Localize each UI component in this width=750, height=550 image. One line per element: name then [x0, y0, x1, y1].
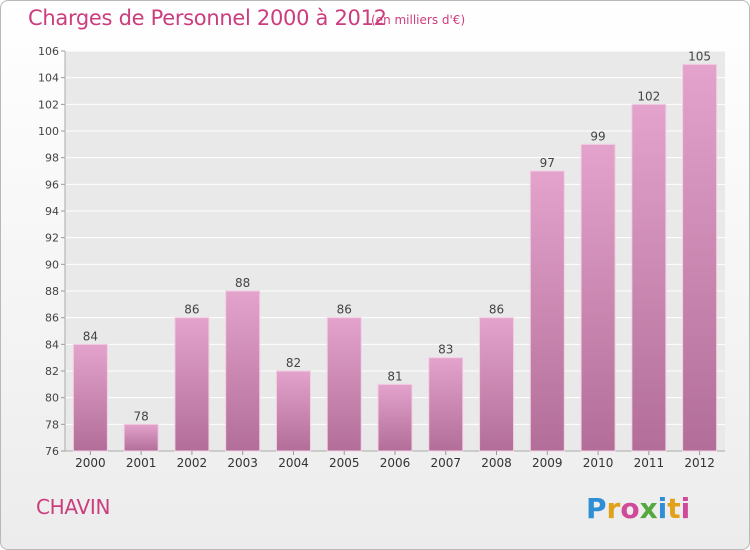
x-tick-label: 2007	[430, 456, 461, 470]
bar-value-label: 105	[688, 49, 711, 63]
bar-value-label: 97	[540, 156, 555, 170]
y-tick-label: 106	[38, 45, 59, 58]
logo-letter: i	[658, 492, 668, 525]
y-tick-label: 104	[38, 72, 59, 85]
logo-text: Proxiti	[586, 492, 690, 525]
bar	[225, 290, 261, 452]
bar	[631, 103, 667, 452]
chart-subtitle: (en milliers d'€)	[371, 13, 466, 27]
bar-value-label: 84	[83, 329, 98, 343]
logo-letter: x	[640, 492, 658, 525]
x-tick-label: 2012	[684, 456, 715, 470]
y-tick-label: 86	[45, 312, 59, 325]
bar	[479, 317, 515, 452]
bar-value-label: 78	[134, 409, 149, 423]
x-tick-label: 2005	[329, 456, 360, 470]
x-tick-label: 2000	[75, 456, 106, 470]
proxiti-logo: Proxiti	[586, 492, 690, 525]
x-tick-label: 2011	[634, 456, 665, 470]
bar-value-label: 82	[286, 356, 301, 370]
bar	[428, 357, 464, 452]
bar	[580, 143, 616, 452]
bar	[174, 317, 210, 452]
y-tick-label: 90	[45, 258, 59, 271]
bar	[72, 343, 108, 452]
logo-letter: o	[620, 492, 639, 525]
bar-value-label: 102	[637, 89, 660, 103]
bar	[326, 317, 362, 452]
x-tick-label: 2009	[532, 456, 563, 470]
y-tick-label: 102	[38, 98, 59, 111]
y-tick-label: 96	[45, 178, 59, 191]
y-tick-label: 80	[45, 392, 59, 405]
x-tick-label: 2006	[380, 456, 411, 470]
bar	[123, 423, 159, 452]
x-tick-label: 2010	[583, 456, 614, 470]
bar-value-label: 88	[235, 276, 250, 290]
logo-letter: P	[586, 492, 607, 525]
bar-value-label: 86	[489, 303, 504, 317]
y-tick-label: 78	[45, 418, 59, 431]
logo-letter: i	[681, 492, 691, 525]
x-tick-label: 2003	[227, 456, 258, 470]
commune-name: CHAVIN	[36, 495, 111, 519]
x-tick-label: 2008	[481, 456, 512, 470]
x-tick-label: 2001	[126, 456, 157, 470]
y-tick-label: 92	[45, 232, 59, 245]
y-tick-label: 84	[45, 338, 59, 351]
logo-letter: t	[667, 492, 680, 525]
y-tick-label: 76	[45, 445, 59, 458]
logo-letter: r	[607, 492, 621, 525]
bar-value-label: 86	[337, 303, 352, 317]
y-tick-label: 100	[38, 125, 59, 138]
y-tick-label: 94	[45, 205, 59, 218]
bar	[377, 383, 413, 452]
bar	[275, 370, 311, 452]
bar-value-label: 81	[387, 369, 402, 383]
bar-value-label: 86	[184, 303, 199, 317]
y-tick-label: 98	[45, 152, 59, 165]
bar-value-label: 83	[438, 343, 453, 357]
chart-title: Charges de Personnel 2000 à 2012	[28, 6, 387, 30]
bar	[529, 170, 565, 452]
x-tick-label: 2004	[278, 456, 309, 470]
y-tick-label: 82	[45, 365, 59, 378]
bar-value-label: 99	[590, 129, 605, 143]
bar	[682, 63, 718, 452]
y-tick-label: 88	[45, 285, 59, 298]
x-tick-label: 2002	[177, 456, 208, 470]
